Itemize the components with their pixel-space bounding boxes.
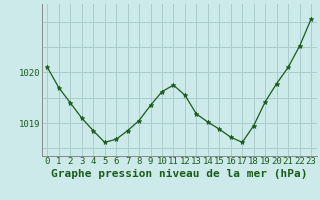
X-axis label: Graphe pression niveau de la mer (hPa): Graphe pression niveau de la mer (hPa) [51, 169, 308, 179]
